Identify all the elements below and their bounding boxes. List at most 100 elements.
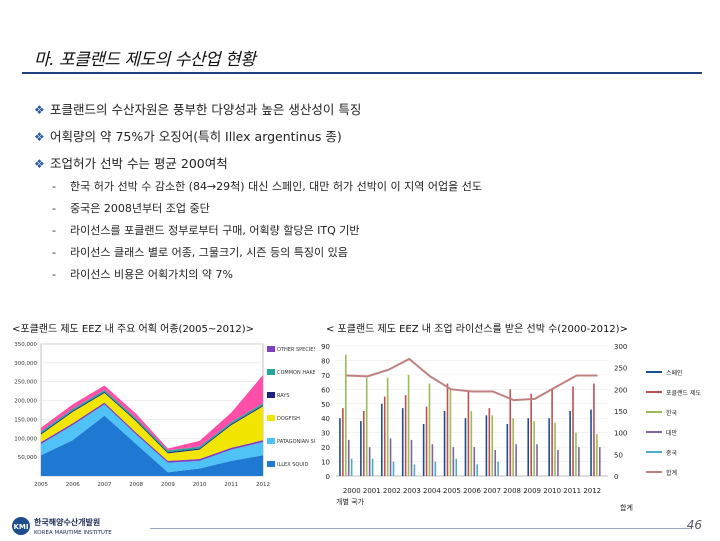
bar [344,354,347,476]
bar [371,458,374,476]
page-number: 46 [686,518,702,532]
bar [392,461,395,476]
bar [362,411,365,476]
bar [464,418,467,476]
legend-label: ILLEX SQUID [277,462,308,468]
sub-bullet-text: 중국은 2008년부터 조업 중단 [70,202,210,215]
diamond-bullet-icon: ❖ [34,130,45,144]
bar [596,434,598,476]
y-tick-label: 200,000 [14,399,37,405]
x-tick-label: 2012 [256,482,270,488]
x-tick-label: 2007 [97,482,111,488]
y-tick-label: 150,000 [14,417,37,423]
legend-swatch [267,438,275,444]
bar [443,411,446,476]
legend-swatch [267,392,275,398]
bar [569,411,571,476]
y-tick-label: 50 [321,401,330,409]
legend-swatch [267,415,275,421]
legend-label: 대만 [666,429,678,437]
page-title: 마. 포클랜드 제도의 수산업 현황 [34,50,256,70]
bar [342,408,344,476]
x-tick-label: 2005 [34,482,48,488]
y-tick-label: 30 [321,430,330,438]
bar [590,409,592,476]
bar [350,458,353,476]
bar [593,383,595,476]
left-chart-caption: <포클랜드 제도 EEZ 내 주요 어획 어종(2005~2012)> [12,324,254,335]
bar [449,389,452,476]
diamond-bullet-icon: ❖ [34,157,45,171]
x-tick-label: 2006 [66,482,80,488]
bullet-text: 어획량의 약 75%가 오징어(특히 Illex argentinus 종) [50,129,342,144]
sub-bullet-item: - 라이선스 클래스 별로 어종, 그물크기, 시즌 등의 특징이 있음 [52,246,348,259]
x-axis-label: 개별 국가 [336,497,365,506]
legend-swatch [267,346,275,352]
bullet-list: ❖ 포클랜드의 수산자원은 풍부한 다양성과 높은 생산성이 특징 ❖ 어획량의 약… [34,96,694,177]
area-series [41,415,263,476]
bar [512,418,514,476]
bar [485,415,488,476]
bar [425,406,428,476]
y-tick-label: 300,000 [14,361,37,367]
area-series [41,393,263,461]
x-tick-labels: 2000 2001 2002 2003 2004 2005 2006 2007 … [343,487,601,495]
y-tick-label: 60 [321,386,330,394]
area-series [41,374,263,451]
bar [434,461,437,476]
x-tick-label: 2010 [193,482,207,488]
legend-swatch [267,369,275,375]
bar [551,389,553,476]
legend-label: PATAGONIAN SQUID [277,439,315,445]
kmi-abbr: KMI [14,523,29,531]
legend-label: 스페인 [666,369,683,377]
bar [380,403,383,476]
y2-tick-label: 300 [614,343,627,351]
bar [467,390,470,476]
bullet-text: 포클랜드의 수산자원은 풍부한 다양성과 높은 생산성이 특징 [50,102,362,117]
bar [473,447,476,476]
y-tick-label: 40 [321,415,330,423]
bar [557,450,559,476]
bar [599,447,601,476]
legend-label: DOGFISH [277,416,300,422]
y-tick-label: 20 [321,444,330,452]
y-tick-label: 0 [326,473,330,481]
bar [572,386,574,476]
slide-header: 마. 포클랜드 제도의 수산업 현황 [0,0,720,80]
x-tick-label: 2009 [161,482,175,488]
legend-label: 한국 [666,410,678,417]
bar [455,458,458,476]
sub-bullet-item: - 한국 허가 선박 수 감소한 (84→29척) 대신 스페인, 대만 허가 선… [52,180,482,193]
sub-bullet-text: 라이선스 비용은 어획가치의 약 7% [70,268,233,281]
bar [401,408,404,476]
legend-label: RAYS [277,393,290,399]
bar [365,377,368,476]
total-line [346,357,598,402]
y-tick-label: 70 [321,372,330,380]
x-tick-label: 2011 [224,482,238,488]
bar [515,444,517,476]
title-underline [22,72,702,74]
y-tick-label: 100,000 [14,436,37,442]
bar [476,464,478,476]
diamond-bullet-icon: ❖ [34,103,45,117]
bar [360,421,362,476]
bar [527,418,530,476]
bar [407,374,410,476]
bar [339,418,341,476]
bullet-item: ❖ 포클랜드의 수산자원은 풍부한 다양성과 높은 생산성이 특징 [34,96,694,123]
bar [509,389,512,476]
bar [404,395,407,476]
kmi-logo: KMI 한국해양수산개발원 KOREA MARITIME INSTITUTE [10,515,150,537]
legend-label: 합계 [666,469,677,477]
bar [506,424,509,476]
y2-tick-label: 100 [614,430,627,438]
bar [491,415,494,476]
species-catch-area-chart: 350,000 300,000 250,000 200,000 150,000 100,0… [5,336,326,496]
kmi-emblem-icon [12,517,30,535]
sub-bullet-item: - 라이선스를 포클랜드 정부로부터 구매, 어획량 할당은 ITQ 기반 [52,224,360,237]
kmi-name-en: KOREA MARITIME INSTITUTE [34,530,112,536]
bar [488,408,491,476]
y2-tick-label: 50 [614,451,623,459]
